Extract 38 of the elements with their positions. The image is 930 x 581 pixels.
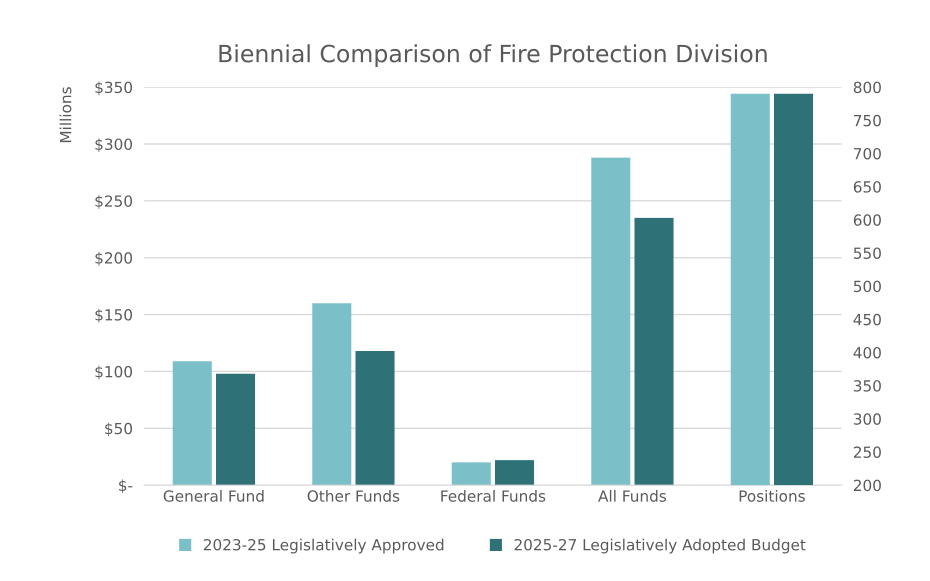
- y2-tick-label: 300: [854, 413, 881, 425]
- y-tick-label: $350: [95, 81, 132, 96]
- legend-label: 2025-27 Legislatively Adopted Budget: [514, 538, 806, 554]
- y-tick-label: $50: [105, 422, 132, 436]
- y2-tick-label: 400: [854, 346, 881, 358]
- y2-tick-label: 750: [854, 114, 881, 126]
- y2-tick-label: 200: [854, 480, 881, 492]
- x-tick-label: Positions: [740, 490, 805, 502]
- bar: [634, 218, 674, 486]
- y2-tick-label: 600: [854, 214, 881, 226]
- bar: [172, 361, 212, 486]
- x-tick-label: Other Funds: [308, 490, 400, 502]
- y-tick-label: $250: [95, 195, 132, 209]
- y-tick-label: $100: [95, 366, 132, 380]
- bar: [216, 374, 256, 486]
- bar: [494, 460, 534, 486]
- y2-tick-label: 550: [854, 247, 881, 259]
- bar: [355, 350, 395, 486]
- bar: [591, 158, 630, 486]
- y2-tick-label: 250: [854, 446, 881, 458]
- y2-tick-label: 450: [854, 314, 881, 326]
- y2-tick-label: 800: [854, 82, 881, 94]
- y-tick-label: $-: [119, 479, 132, 494]
- y2-tick-label: 650: [854, 181, 881, 193]
- y-tick-label: $200: [95, 252, 132, 266]
- bar: [312, 303, 352, 486]
- legend-label: 2023-25 Legislatively Approved: [204, 538, 444, 554]
- chart-title: Biennial Comparison of Fire Protection Division: [219, 44, 767, 68]
- y-tick-label: $300: [95, 138, 132, 152]
- bar: [452, 462, 491, 486]
- x-tick-label: Federal Funds: [441, 490, 546, 502]
- x-tick-label: All Funds: [598, 490, 666, 502]
- y2-tick-label: 350: [854, 380, 881, 392]
- y2-tick-label: 700: [854, 148, 881, 160]
- x-tick-label: General Fund: [164, 490, 264, 502]
- y-tick-label: $150: [95, 308, 132, 323]
- y2-tick-label: 500: [854, 280, 881, 292]
- y-axis-title: Millions: [60, 87, 72, 142]
